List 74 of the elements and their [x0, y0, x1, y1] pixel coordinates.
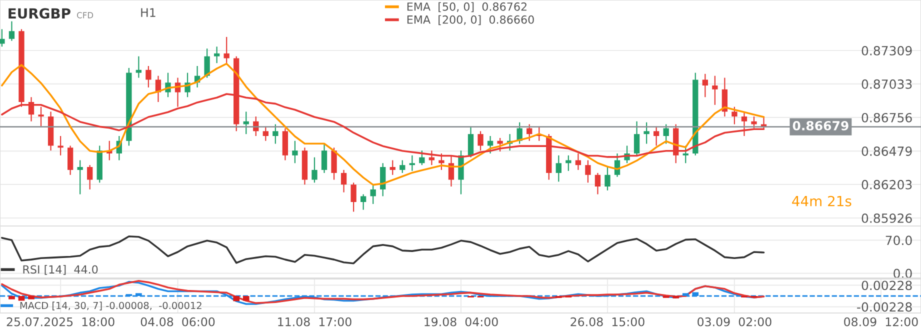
x-tick-label: 19.08 04:00: [424, 317, 498, 326]
candlestick: [702, 73, 708, 98]
candlestick: [566, 154, 572, 172]
x-tick-label: 26.08 15:00: [570, 317, 644, 326]
candlestick: [487, 135, 494, 154]
x-tick-label: 04.08 06:00: [140, 317, 215, 326]
legend-label: EMA [50, 0] 0.86762: [407, 2, 526, 12]
candlestick: [497, 137, 503, 152]
candlestick: [292, 140, 298, 164]
y-tick-label: 0.86756: [862, 112, 912, 122]
candlestick: [67, 145, 74, 176]
candlestick: [272, 124, 278, 144]
legend-label: EMA [200, 0] 0.86660: [407, 15, 534, 26]
candlestick: [350, 182, 356, 212]
candlestick: [644, 122, 650, 144]
candlestick: [58, 135, 64, 156]
candlestick: [370, 184, 376, 205]
legend-label: RSI [14] 44.0: [23, 265, 98, 275]
candlestick: [38, 106, 44, 127]
candlestick: [663, 124, 669, 144]
candlestick: [224, 36, 230, 64]
candlestick: [400, 160, 406, 174]
legend-label: MACD [14, 30, 7] -0.00008, -0.00012: [20, 302, 202, 310]
candlestick: [214, 46, 220, 64]
candlestick: [732, 106, 738, 125]
candlestick: [77, 160, 83, 195]
candlestick: [419, 150, 425, 166]
candlestick: [390, 160, 396, 176]
candlestick: [321, 143, 328, 174]
candlestick: [526, 124, 532, 142]
candlestick: [146, 65, 152, 88]
y-tick-label: 0.86203: [862, 180, 912, 190]
annotation: H1: [141, 8, 156, 17]
candlestick: [712, 75, 718, 106]
y-tick-label: 0.87033: [862, 79, 912, 89]
candlestick: [634, 120, 640, 156]
y-tick-label: 70.0: [886, 236, 912, 246]
chart-title: EURGBP: [8, 8, 70, 19]
y-tick-label: 0.87309: [862, 46, 912, 56]
x-tick-label: 11.08 17:00: [278, 317, 352, 326]
candlestick: [136, 56, 142, 78]
annotation: CFD: [77, 12, 94, 18]
candlestick: [653, 126, 660, 146]
candlestick: [594, 172, 601, 195]
candlestick: [380, 162, 386, 197]
candlestick: [262, 126, 268, 142]
annotation: 44m 21s: [792, 196, 852, 206]
ref-line-label: 0.86679: [792, 120, 848, 130]
candlestick: [741, 111, 748, 137]
candlestick: [682, 145, 688, 164]
candlestick: [243, 111, 249, 135]
y-tick-label: 0.85926: [862, 213, 912, 223]
x-tick-label: 03.09 02:00: [698, 317, 772, 326]
y-tick-label: -0.00228: [857, 302, 912, 312]
candlestick: [751, 116, 757, 129]
x-tick-label: 08.09 12:00: [844, 317, 918, 326]
candlestick: [468, 126, 474, 158]
candlestick: [478, 130, 484, 152]
candlestick: [585, 160, 591, 184]
candlestick: [87, 164, 93, 190]
candlestick: [409, 154, 415, 172]
candlestick: [331, 147, 337, 180]
candlestick: [340, 169, 347, 193]
candlestick: [0, 28, 5, 48]
y-tick-label: 0.00228: [862, 280, 912, 290]
candlestick: [556, 154, 562, 182]
y-tick-label: 0.86479: [862, 146, 912, 156]
candlestick: [312, 156, 318, 184]
candlestick: [604, 166, 610, 191]
candlestick: [204, 48, 210, 78]
candlestick: [8, 20, 15, 42]
x-tick-label: 25.07.2025 18:00: [6, 317, 114, 326]
line-series: [1, 235, 765, 264]
candlestick: [360, 194, 366, 210]
